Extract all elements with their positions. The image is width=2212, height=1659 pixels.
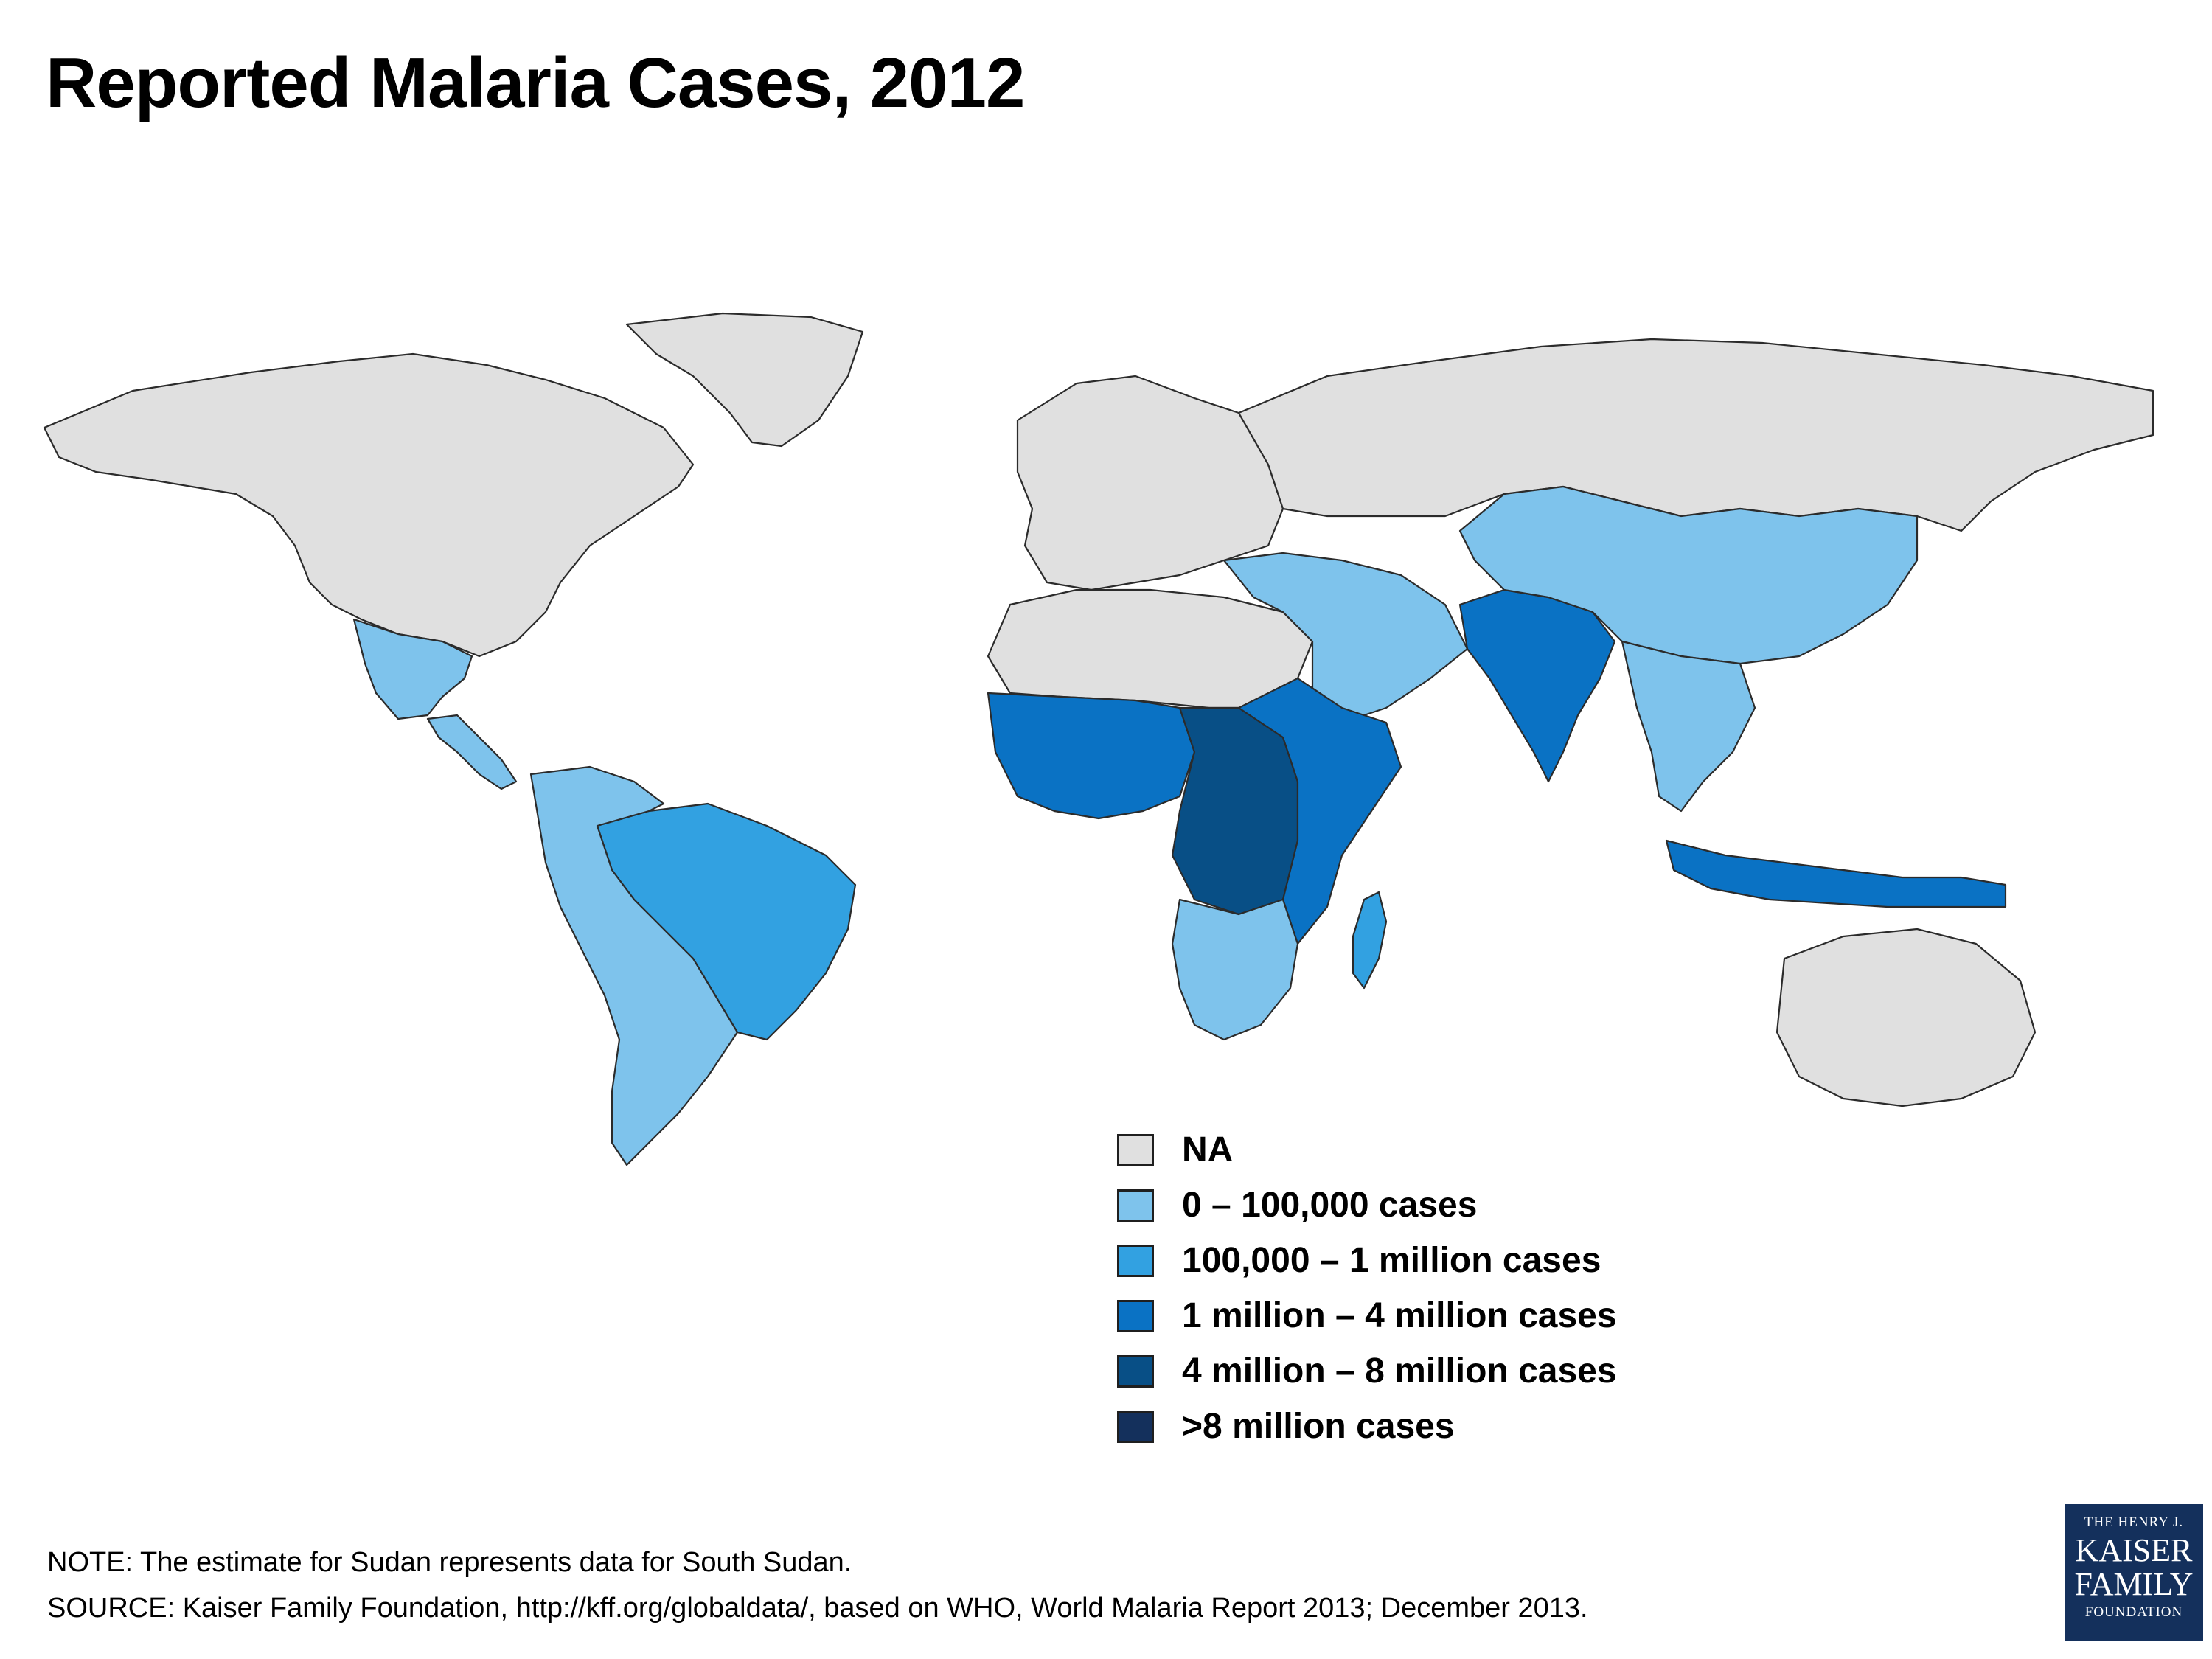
source-text: SOURCE: Kaiser Family Foundation, http:/…	[47, 1593, 1588, 1624]
legend-label: 0 – 100,000 cases	[1182, 1186, 1478, 1225]
legend-item-0-100k: 0 – 100,000 cases	[1117, 1178, 1617, 1233]
note-text: NOTE: The estimate for Sudan represents …	[47, 1547, 852, 1578]
legend-item-na: NA	[1117, 1122, 1617, 1178]
logo-line-2: KAISER	[2075, 1532, 2193, 1568]
legend-swatch	[1117, 1410, 1154, 1443]
logo-line-4: FOUNDATION	[2084, 1604, 2183, 1620]
world-map	[29, 295, 2168, 1180]
region-south-america-other	[529, 765, 739, 1166]
legend-label: 100,000 – 1 million cases	[1182, 1241, 1601, 1280]
region-southern-africa	[1171, 898, 1299, 1041]
region-west-africa	[987, 692, 1196, 820]
region-east-africa	[1237, 677, 1402, 945]
region-russia	[1237, 338, 2154, 532]
region-mexico	[352, 618, 473, 720]
legend-swatch	[1117, 1354, 1154, 1388]
region-central-america	[426, 714, 518, 790]
region-australia	[1775, 928, 2037, 1107]
legend-label: NA	[1182, 1130, 1234, 1169]
logo-line-1: THE HENRY J.	[2084, 1514, 2184, 1530]
legend-item-4m-8m: 4 million – 8 million cases	[1117, 1343, 1617, 1399]
legend-label: 1 million – 4 million cases	[1182, 1296, 1617, 1335]
region-greenland	[625, 312, 864, 448]
region-india	[1458, 588, 1616, 783]
kff-logo: THE HENRY J. KAISER FAMILY FOUNDATION	[2065, 1504, 2203, 1641]
legend-swatch	[1117, 1244, 1154, 1277]
region-north-africa	[987, 588, 1314, 709]
legend-swatch	[1117, 1299, 1154, 1332]
legend-label: >8 million cases	[1182, 1407, 1455, 1446]
region-china	[1458, 485, 1919, 665]
legend-item-1m-4m: 1 million – 4 million cases	[1117, 1288, 1617, 1343]
legend-item-8m-plus: >8 million cases	[1117, 1399, 1617, 1454]
region-central-africa	[1171, 706, 1299, 916]
legend-swatch	[1117, 1189, 1154, 1222]
region-southeast-asia	[1621, 640, 1756, 813]
region-north-america	[43, 352, 695, 658]
legend-swatch	[1117, 1133, 1154, 1166]
region-indonesia	[1665, 839, 2007, 908]
logo-line-3: FAMILY	[2074, 1566, 2194, 1602]
legend: NA 0 – 100,000 cases 100,000 – 1 million…	[1117, 1122, 1617, 1454]
region-middle-east	[1222, 552, 1469, 724]
region-madagascar	[1352, 891, 1388, 990]
legend-label: 4 million – 8 million cases	[1182, 1352, 1617, 1391]
legend-item-100k-1m: 100,000 – 1 million cases	[1117, 1233, 1617, 1288]
page-title: Reported Malaria Cases, 2012	[46, 44, 1025, 122]
